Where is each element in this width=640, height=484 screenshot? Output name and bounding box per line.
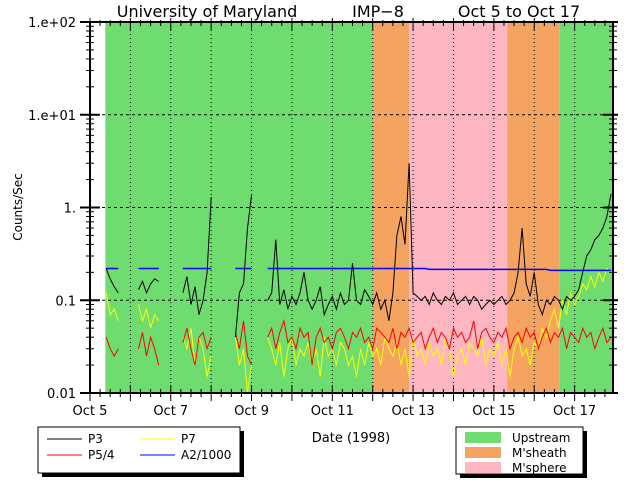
series-line-p3 xyxy=(105,163,612,338)
region-bands xyxy=(105,22,613,393)
region-legend: Upstream M'sheath M'sphere xyxy=(455,426,587,478)
y-tick-label: 0.1 xyxy=(55,294,76,309)
legend-label-upstream: Upstream xyxy=(512,431,570,445)
legend-label-a2: A2/1000 xyxy=(181,448,231,462)
x-tick-label: Oct 5 xyxy=(73,404,108,419)
y-axis-label: Counts/Sec xyxy=(11,173,25,241)
legend-label-p7: P7 xyxy=(181,432,196,446)
y-tick-label: 1.e+02 xyxy=(28,16,76,31)
x-axis-label: Date (1998) xyxy=(312,431,390,446)
x-tick-label: Oct 11 xyxy=(311,404,354,419)
x-tick-label: Oct 17 xyxy=(553,404,596,419)
y-tick-label: 0.01 xyxy=(47,387,76,402)
legend-label-p5-4: P5/4 xyxy=(88,448,115,462)
title-date-range: Oct 5 to Oct 17 xyxy=(458,2,580,21)
y-tick-label: 1.e+01 xyxy=(28,109,76,124)
x-tick-label: Oct 15 xyxy=(472,404,515,419)
axes: 1.e+02 1.e+01 1. 0.1 0.01 Oct 5 Oct 7 Oct 9 Oct … xyxy=(28,16,618,419)
x-tick-label: Oct 7 xyxy=(153,404,188,419)
title-spacecraft: IMP−8 xyxy=(352,2,404,21)
legend-swatch-msphere xyxy=(465,462,501,473)
title-institution: University of Maryland xyxy=(117,2,298,21)
legend-swatch-msheath xyxy=(465,447,501,458)
legend-label-msphere: M'sphere xyxy=(512,461,567,475)
region-band-upstream xyxy=(105,22,373,393)
series-line-a2-1000 xyxy=(106,267,611,272)
region-band-msheath xyxy=(507,22,560,393)
legend-label-p3: P3 xyxy=(88,432,103,446)
data-series xyxy=(105,163,612,394)
legend-label-msheath: M'sheath xyxy=(512,446,567,460)
x-tick-label: Oct 13 xyxy=(392,404,435,419)
y-tick-label: 1. xyxy=(64,202,76,217)
series-legend: P3 P5/4 P7 A2/1000 xyxy=(37,426,244,477)
series-line-p5-4 xyxy=(105,318,612,366)
x-tick-label: Oct 9 xyxy=(234,404,269,419)
legend-swatch-upstream xyxy=(465,432,501,443)
